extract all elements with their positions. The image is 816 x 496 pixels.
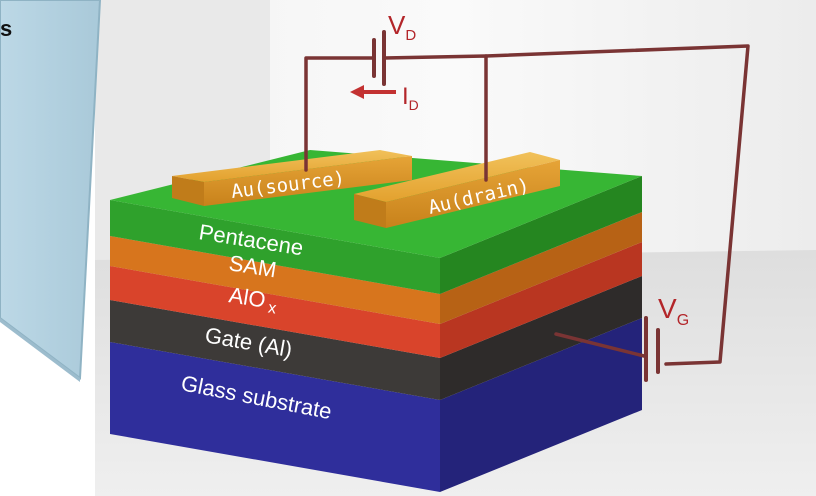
circuit-wires (304, 44, 750, 366)
side-panel: s (0, 0, 102, 382)
drain-current-label: ID (402, 83, 419, 113)
drain-voltage-label: VD (388, 10, 416, 44)
wire-right-loop (484, 44, 750, 366)
gate-voltage-label: VG (658, 293, 689, 329)
battery-gate (644, 316, 660, 382)
layer-gate (110, 276, 642, 400)
wire-source (304, 56, 376, 172)
layer-dielectric (110, 242, 642, 358)
electrode-source-block (172, 150, 412, 206)
electrode-drain-block (354, 152, 560, 228)
dielectric-label: AlOx (227, 282, 279, 317)
side-panel-text: s (0, 16, 12, 41)
current-arrow (350, 85, 396, 99)
wire-gate (554, 332, 646, 358)
battery-drain (372, 30, 386, 86)
layer-sam (110, 212, 642, 324)
layer-substrate (110, 318, 642, 492)
